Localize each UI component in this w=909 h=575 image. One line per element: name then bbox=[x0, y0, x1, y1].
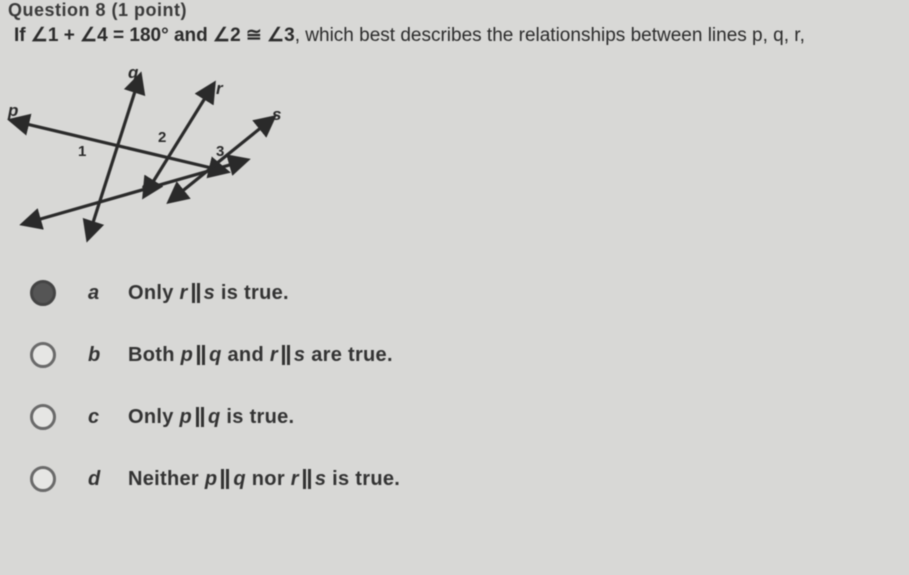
question-header: Question 8 (1 point) bbox=[8, 0, 187, 21]
label-s: s bbox=[272, 105, 281, 124]
parallel-icon bbox=[302, 469, 312, 489]
question-prompt: If ∠1 + ∠4 = 180° and ∠2 ≅ ∠3, which bes… bbox=[14, 24, 909, 47]
opt-d-pre: Neither bbox=[128, 468, 205, 490]
option-c[interactable]: c Only pq is true. bbox=[30, 404, 630, 430]
opt-d-mid: nor bbox=[246, 468, 291, 490]
opt-a-post: is true. bbox=[215, 282, 289, 304]
opt-b-l2: q bbox=[209, 344, 222, 366]
prompt-prefix: If bbox=[14, 25, 31, 46]
opt-c-post: is true. bbox=[221, 406, 295, 428]
opt-d-post: is true. bbox=[326, 468, 400, 490]
parallel-icon bbox=[195, 407, 205, 427]
opt-c-l1: p bbox=[180, 406, 193, 428]
opt-d-l4: s bbox=[315, 468, 326, 490]
opt-d-l2: q bbox=[233, 468, 246, 490]
label-q: q bbox=[128, 63, 139, 82]
opt-d-l1: p bbox=[205, 468, 218, 490]
angle-4: 4 bbox=[142, 177, 151, 194]
option-letter-b: b bbox=[88, 344, 128, 367]
option-letter-d: d bbox=[88, 468, 128, 491]
parallel-icon bbox=[220, 469, 230, 489]
label-r: r bbox=[216, 79, 224, 98]
option-text-d: Neither pq nor rs is true. bbox=[128, 468, 400, 491]
opt-b-pre: Both bbox=[128, 344, 181, 366]
opt-a-pre: Only bbox=[128, 282, 180, 304]
option-a[interactable]: a Only rs is true. bbox=[30, 280, 630, 306]
parallel-icon bbox=[196, 345, 206, 365]
geometry-diagram: p q r s 1 2 3 4 bbox=[0, 62, 300, 252]
option-text-c: Only pq is true. bbox=[128, 406, 294, 429]
prompt-mid: and bbox=[169, 25, 213, 46]
angle-2: 2 bbox=[158, 129, 166, 146]
opt-c-pre: Only bbox=[128, 406, 180, 428]
radio-d[interactable] bbox=[30, 466, 56, 492]
radio-c[interactable] bbox=[30, 404, 56, 430]
options-list: a Only rs is true. b Both pq and rs are … bbox=[30, 280, 630, 528]
opt-b-post: are true. bbox=[305, 344, 392, 366]
prompt-math-2: ∠2 ≅ ∠3 bbox=[213, 25, 295, 46]
opt-a-l2: s bbox=[204, 282, 215, 304]
opt-b-l4: s bbox=[294, 344, 305, 366]
option-text-b: Both pq and rs are true. bbox=[128, 344, 393, 367]
prompt-suffix: , which best describes the relationships… bbox=[295, 25, 805, 46]
angle-1: 1 bbox=[78, 143, 86, 160]
option-text-a: Only rs is true. bbox=[128, 282, 289, 305]
opt-c-l2: q bbox=[208, 406, 221, 428]
label-p: p bbox=[7, 101, 18, 120]
option-b[interactable]: b Both pq and rs are true. bbox=[30, 342, 630, 368]
opt-b-l3: r bbox=[270, 344, 278, 366]
opt-a-l1: r bbox=[180, 282, 188, 304]
angle-3: 3 bbox=[216, 143, 224, 160]
option-d[interactable]: d Neither pq nor rs is true. bbox=[30, 466, 630, 492]
opt-b-l1: p bbox=[181, 344, 194, 366]
line-q bbox=[90, 82, 138, 232]
parallel-icon bbox=[191, 283, 201, 303]
radio-a[interactable] bbox=[30, 280, 56, 306]
opt-d-l3: r bbox=[291, 468, 299, 490]
option-letter-c: c bbox=[88, 406, 128, 429]
radio-b[interactable] bbox=[30, 342, 56, 368]
option-letter-a: a bbox=[88, 282, 128, 305]
opt-b-mid: and bbox=[222, 344, 270, 366]
prompt-math-1: ∠1 + ∠4 = 180° bbox=[31, 25, 169, 46]
parallel-icon bbox=[281, 345, 291, 365]
